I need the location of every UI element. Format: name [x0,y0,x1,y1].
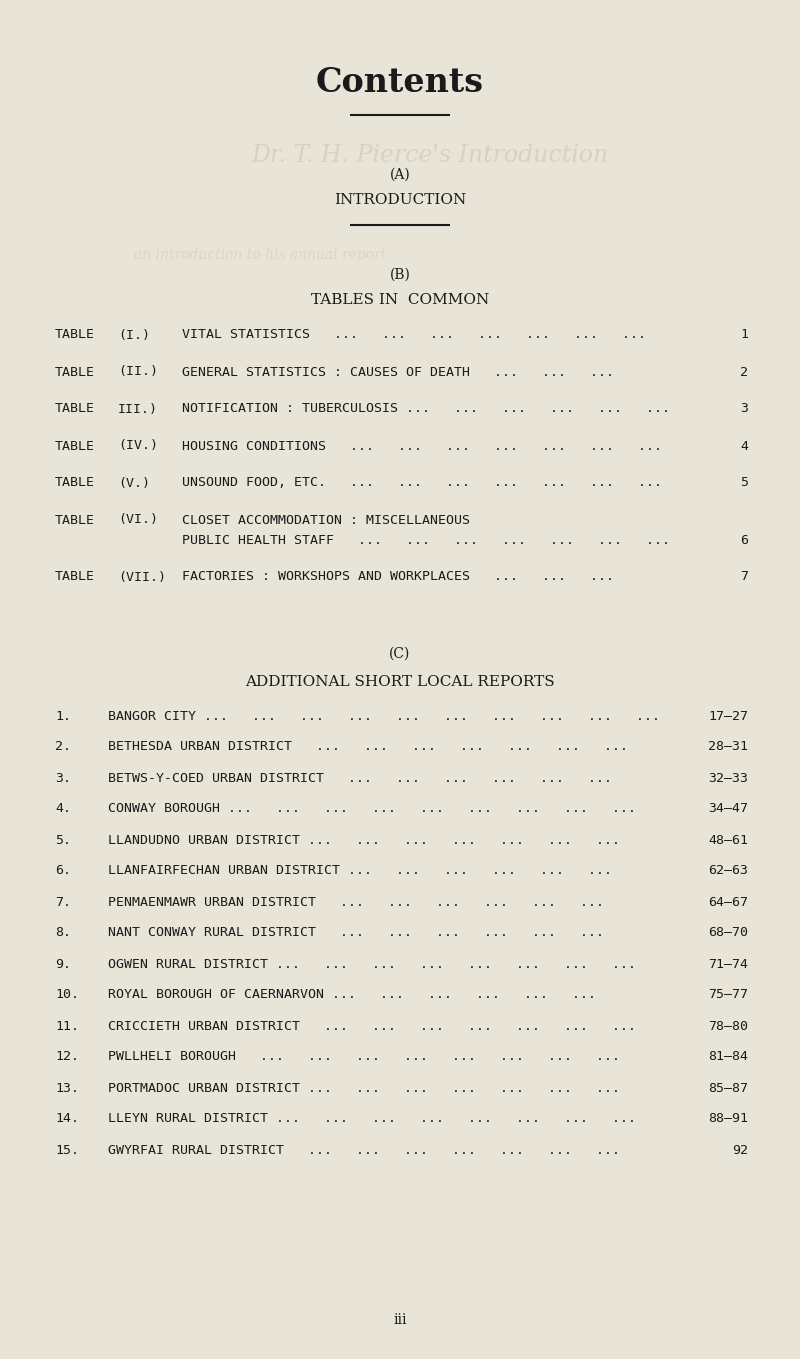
Text: LLANDUDNO URBAN DISTRICT ...   ...   ...   ...   ...   ...   ...: LLANDUDNO URBAN DISTRICT ... ... ... ...… [108,833,620,847]
Text: LLANFAIRFECHAN URBAN DISTRICT ...   ...   ...   ...   ...   ...: LLANFAIRFECHAN URBAN DISTRICT ... ... ..… [108,864,612,878]
Text: (B): (B) [390,268,410,283]
Text: 64—67: 64—67 [708,896,748,909]
Text: 28—31: 28—31 [708,741,748,753]
Text: PORTMADOC URBAN DISTRICT ...   ...   ...   ...   ...   ...   ...: PORTMADOC URBAN DISTRICT ... ... ... ...… [108,1082,620,1094]
Text: (A): (A) [390,169,410,182]
Text: 4: 4 [740,439,748,453]
Text: 68—70: 68—70 [708,927,748,939]
Text: PENMAENMAWR URBAN DISTRICT   ...   ...   ...   ...   ...   ...: PENMAENMAWR URBAN DISTRICT ... ... ... .… [108,896,604,909]
Text: TABLE: TABLE [55,514,95,526]
Text: 71—74: 71—74 [708,958,748,970]
Text: ROYAL BOROUGH OF CAERNARVON ...   ...   ...   ...   ...   ...: ROYAL BOROUGH OF CAERNARVON ... ... ... … [108,988,596,1002]
Text: (II.): (II.) [118,366,158,379]
Text: NANT CONWAY RURAL DISTRICT   ...   ...   ...   ...   ...   ...: NANT CONWAY RURAL DISTRICT ... ... ... .… [108,927,604,939]
Text: 9.: 9. [55,958,71,970]
Text: 62—63: 62—63 [708,864,748,878]
Text: CRICCIETH URBAN DISTRICT   ...   ...   ...   ...   ...   ...   ...: CRICCIETH URBAN DISTRICT ... ... ... ...… [108,1019,636,1033]
Text: BETWS-Y-COED URBAN DISTRICT   ...   ...   ...   ...   ...   ...: BETWS-Y-COED URBAN DISTRICT ... ... ... … [108,772,612,784]
Text: 85—87: 85—87 [708,1082,748,1094]
Text: 5.: 5. [55,833,71,847]
Text: III.): III.) [118,402,158,416]
Text: GWYRFAI RURAL DISTRICT   ...   ...   ...   ...   ...   ...   ...: GWYRFAI RURAL DISTRICT ... ... ... ... .… [108,1143,620,1157]
Text: 2: 2 [740,366,748,379]
Text: 1.: 1. [55,709,71,723]
Text: OGWEN RURAL DISTRICT ...   ...   ...   ...   ...   ...   ...   ...: OGWEN RURAL DISTRICT ... ... ... ... ...… [108,958,636,970]
Text: 14.: 14. [55,1113,79,1125]
Text: 3: 3 [740,402,748,416]
Text: 81—84: 81—84 [708,1051,748,1064]
Text: TABLE: TABLE [55,366,95,379]
Text: 75—77: 75—77 [708,988,748,1002]
Text: CONWAY BOROUGH ...   ...   ...   ...   ...   ...   ...   ...   ...: CONWAY BOROUGH ... ... ... ... ... ... .… [108,803,636,815]
Text: 12.: 12. [55,1051,79,1064]
Text: 34—47: 34—47 [708,803,748,815]
Text: TABLE: TABLE [55,329,95,341]
Text: 88—91: 88—91 [708,1113,748,1125]
Text: Contents: Contents [316,65,484,98]
Text: 1: 1 [740,329,748,341]
Text: 7.: 7. [55,896,71,909]
Text: 3.: 3. [55,772,71,784]
Text: HOUSING CONDITIONS   ...   ...   ...   ...   ...   ...   ...: HOUSING CONDITIONS ... ... ... ... ... .… [182,439,662,453]
Text: BANGOR CITY ...   ...   ...   ...   ...   ...   ...   ...   ...   ...: BANGOR CITY ... ... ... ... ... ... ... … [108,709,660,723]
Text: 5: 5 [740,477,748,489]
Text: (V.): (V.) [118,477,150,489]
Text: 15.: 15. [55,1143,79,1157]
Text: TABLE: TABLE [55,402,95,416]
Text: TABLES IN  COMMON: TABLES IN COMMON [311,294,489,307]
Text: VITAL STATISTICS   ...   ...   ...   ...   ...   ...   ...: VITAL STATISTICS ... ... ... ... ... ...… [182,329,646,341]
Text: FACTORIES : WORKSHOPS AND WORKPLACES   ...   ...   ...: FACTORIES : WORKSHOPS AND WORKPLACES ...… [182,571,614,583]
Text: TABLE: TABLE [55,477,95,489]
Text: TABLE: TABLE [55,439,95,453]
Text: INTRODUCTION: INTRODUCTION [334,193,466,207]
Text: 17—27: 17—27 [708,709,748,723]
Text: PWLLHELI BOROUGH   ...   ...   ...   ...   ...   ...   ...   ...: PWLLHELI BOROUGH ... ... ... ... ... ...… [108,1051,620,1064]
Text: 4.: 4. [55,803,71,815]
Text: BETHESDA URBAN DISTRICT   ...   ...   ...   ...   ...   ...   ...: BETHESDA URBAN DISTRICT ... ... ... ... … [108,741,628,753]
Text: (C): (C) [390,647,410,660]
Text: Dr. T. H. Pierce's Introduction: Dr. T. H. Pierce's Introduction [251,144,609,167]
Text: 7: 7 [740,571,748,583]
Text: 78—80: 78—80 [708,1019,748,1033]
Text: UNSOUND FOOD, ETC.   ...   ...   ...   ...   ...   ...   ...: UNSOUND FOOD, ETC. ... ... ... ... ... .… [182,477,662,489]
Text: 10.: 10. [55,988,79,1002]
Text: an introduction to his annual report: an introduction to his annual report [134,247,386,262]
Text: ADDITIONAL SHORT LOCAL REPORTS: ADDITIONAL SHORT LOCAL REPORTS [245,675,555,689]
Text: 6.: 6. [55,864,71,878]
Text: 11.: 11. [55,1019,79,1033]
Text: (VII.): (VII.) [118,571,166,583]
Text: iii: iii [394,1313,406,1326]
Text: 32—33: 32—33 [708,772,748,784]
Text: 48—61: 48—61 [708,833,748,847]
Text: 92: 92 [732,1143,748,1157]
Text: 2.: 2. [55,741,71,753]
Text: 13.: 13. [55,1082,79,1094]
Text: GENERAL STATISTICS : CAUSES OF DEATH   ...   ...   ...: GENERAL STATISTICS : CAUSES OF DEATH ...… [182,366,614,379]
Text: (VI.): (VI.) [118,514,158,526]
Text: TABLE: TABLE [55,571,95,583]
Text: (I.): (I.) [118,329,150,341]
Text: NOTIFICATION : TUBERCULOSIS ...   ...   ...   ...   ...   ...: NOTIFICATION : TUBERCULOSIS ... ... ... … [182,402,670,416]
Text: LLEYN RURAL DISTRICT ...   ...   ...   ...   ...   ...   ...   ...: LLEYN RURAL DISTRICT ... ... ... ... ...… [108,1113,636,1125]
Text: 6: 6 [740,534,748,546]
Text: PUBLIC HEALTH STAFF   ...   ...   ...   ...   ...   ...   ...: PUBLIC HEALTH STAFF ... ... ... ... ... … [182,534,670,546]
Text: CLOSET ACCOMMODATION : MISCELLANEOUS: CLOSET ACCOMMODATION : MISCELLANEOUS [182,514,470,526]
Text: 8.: 8. [55,927,71,939]
Text: (IV.): (IV.) [118,439,158,453]
